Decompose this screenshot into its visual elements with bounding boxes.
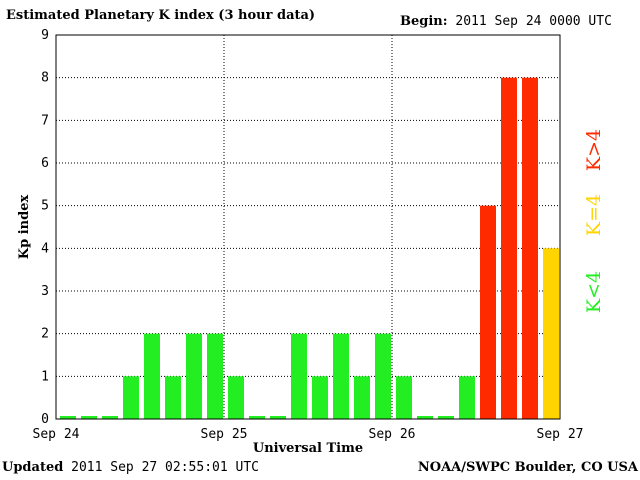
x-tick-label-0: Sep 24 — [33, 427, 80, 442]
bar-1 — [81, 416, 97, 419]
bar-3 — [123, 376, 139, 419]
y-tick-label-0: 0 — [41, 412, 49, 427]
bar-6 — [186, 333, 202, 419]
updated-time: Updated 2011 Sep 27 02:55:01 UTC — [2, 460, 259, 475]
y-tick-label-1: 1 — [41, 369, 49, 384]
bar-5 — [165, 376, 181, 419]
bar-10 — [270, 416, 286, 419]
y-axis-title: Kp index — [17, 195, 32, 260]
bar-2 — [102, 416, 118, 419]
bar-8 — [228, 376, 244, 419]
legend-item-equal: K=4 — [583, 194, 605, 236]
bars-group — [60, 77, 559, 419]
begin-label: Begin: — [400, 14, 448, 29]
bar-16 — [396, 376, 412, 419]
bar-14 — [354, 376, 370, 419]
bar-13 — [333, 333, 349, 419]
y-tick-label-2: 2 — [41, 327, 49, 342]
y-tick-label-4: 4 — [41, 241, 49, 256]
x-tick-label-3: Sep 27 — [537, 427, 584, 442]
x-tick-label-1: Sep 25 — [201, 427, 248, 442]
x-tick-label-2: Sep 26 — [369, 427, 416, 442]
credit-text: NOAA/SWPC Boulder, CO USA — [417, 460, 638, 475]
y-tick-label-9: 9 — [41, 28, 49, 43]
legend: K>4 K=4 K<4 — [583, 129, 605, 313]
bar-23 — [543, 248, 559, 419]
x-tick-labels: Sep 24 Sep 25 Sep 26 Sep 27 — [33, 427, 584, 442]
y-tick-label-3: 3 — [41, 284, 49, 299]
bar-22 — [522, 77, 538, 419]
x-axis-title: Universal Time — [253, 441, 363, 456]
bar-20 — [480, 205, 496, 419]
chart-title: Estimated Planetary K index (3 hour data… — [6, 8, 316, 23]
bar-19 — [459, 376, 475, 419]
y-tick-label-5: 5 — [41, 199, 49, 214]
y-tick-label-7: 7 — [41, 113, 49, 128]
bar-12 — [312, 376, 328, 419]
legend-item-high: K>4 — [583, 129, 605, 171]
y-tick-labels: 0 1 2 3 4 5 6 7 8 9 — [41, 28, 49, 427]
bar-4 — [144, 333, 160, 419]
bar-9 — [249, 416, 265, 419]
grid-lines — [56, 35, 560, 419]
bar-15 — [375, 333, 391, 419]
bar-18 — [438, 416, 454, 419]
plot-frame — [55, 34, 561, 420]
begin-value: 2011 Sep 24 0000 UTC — [455, 14, 612, 29]
bar-11 — [291, 333, 307, 419]
bar-0 — [60, 416, 76, 419]
y-tick-label-8: 8 — [41, 71, 49, 86]
bar-7 — [207, 333, 223, 419]
bar-21 — [501, 77, 517, 419]
updated-label: Updated — [2, 460, 64, 475]
bar-17 — [417, 416, 433, 419]
updated-value: 2011 Sep 27 02:55:01 UTC — [71, 460, 259, 475]
legend-item-low: K<4 — [583, 271, 605, 313]
begin-time: Begin: 2011 Sep 24 0000 UTC — [400, 14, 612, 29]
y-tick-label-6: 6 — [41, 156, 49, 171]
